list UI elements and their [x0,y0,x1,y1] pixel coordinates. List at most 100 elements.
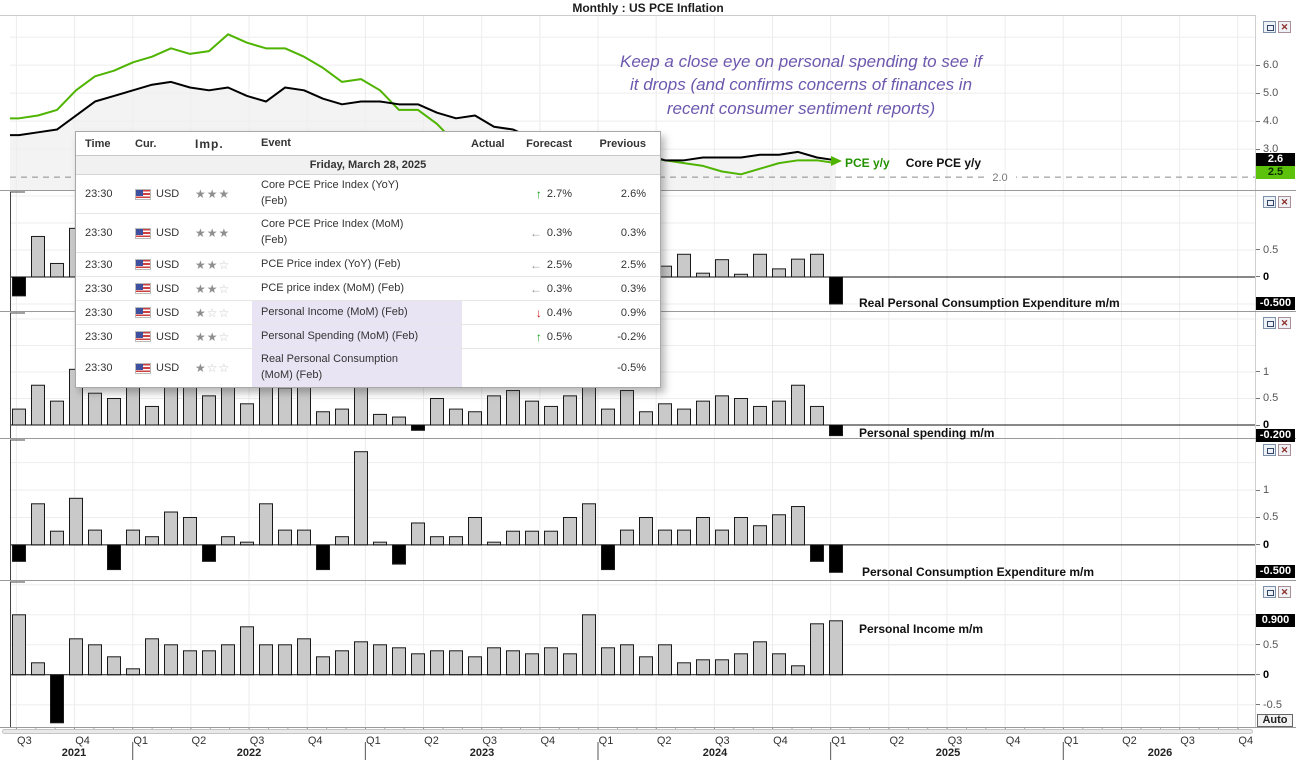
bar [658,529,672,546]
bar [373,644,387,676]
bar [50,674,64,724]
calendar-row[interactable]: 23:30 USD ★★☆ PCE price index (MoM) (Feb) ← 0… [76,277,660,301]
pane-close-button[interactable]: ✕ [1278,444,1291,456]
pane-minimize-button[interactable] [1263,317,1276,329]
bar [810,544,824,562]
quarter-label[interactable]: Q2 [656,735,672,747]
bar [696,659,710,676]
pane-minimize-button[interactable] [1263,196,1276,208]
quarter-label[interactable]: Q2 [424,735,439,747]
year-label[interactable]: 2021 [61,747,87,759]
legend-core-pce-yy[interactable]: Core PCE y/y [905,156,982,170]
year-label[interactable]: 2025 [935,747,961,759]
bar [772,514,786,546]
quarter-label[interactable]: Q3 [714,735,730,747]
y-axis-tick: 1 [1256,484,1294,496]
bar [297,638,311,676]
forecast-value: ↑ 2.7% [502,188,582,200]
bar [12,544,26,562]
horizontal-scrollbar[interactable] [2,729,1253,734]
y-axis-tick: 0.5 [1256,639,1294,651]
year-label[interactable]: 2026 [1147,747,1173,759]
bar [12,408,26,426]
bar [563,653,577,676]
quarter-label[interactable]: Q4 [540,735,556,747]
pane-minimize-button[interactable] [1263,586,1276,598]
bar [107,544,121,571]
calendar-row[interactable]: 23:30 USD ★★★ Core PCE Price Index (MoM) (F… [76,214,660,253]
quarter-label[interactable]: Q4 [1005,735,1021,747]
pane-label-personal-income-mm: Personal Income m/m [859,622,984,636]
pane-minimize-button[interactable] [1263,444,1276,456]
event-time: 23:30 [85,227,113,239]
quarter-label[interactable]: Q4 [1238,735,1254,747]
quarter-label[interactable]: Q4 [307,735,323,747]
year-label[interactable]: 2023 [469,747,495,759]
year-label[interactable]: 2024 [702,747,728,759]
calendar-row[interactable]: 23:30 USD ★★★ Core PCE Price Index (YoY) (F… [76,175,660,214]
annotation-note[interactable]: Keep a close eye on personal spending to… [565,50,1037,120]
y-axis-tick: 0.5 [1256,392,1294,404]
us-flag-icon [135,283,151,294]
calendar-row[interactable]: 23:30 USD ★☆☆ Personal Income (MoM) (Feb) ↓ 0… [76,301,660,325]
pane-close-button[interactable]: ✕ [1278,317,1291,329]
forecast-value: ↓ 0.4% [502,307,582,319]
bar [31,503,45,546]
quarter-label[interactable]: Q2 [1122,735,1137,747]
event-time: 23:30 [85,330,113,343]
pane-close-button[interactable]: ✕ [1278,586,1291,598]
quarter-label[interactable]: Q1 [1063,735,1079,747]
forecast-value: ← 0.3% [502,227,582,239]
quarter-label[interactable]: Q3 [249,735,265,747]
econ-calendar-popup[interactable]: Time Cur. Imp. Event Actual Forecast Pre… [75,131,661,388]
y-axis-tick: 0 [1256,271,1294,283]
forecast-number: 2.7% [546,188,572,200]
y-axis-tick: 3.0 [1256,143,1294,155]
quarter-label[interactable]: Q1 [598,735,614,747]
pane-close-button[interactable]: ✕ [1278,196,1291,208]
calendar-row[interactable]: 23:30 USD ★★☆ Personal Spending (MoM) (Feb)… [76,325,660,349]
quarter-label[interactable]: Q4 [773,735,788,747]
quarter-label[interactable]: Q4 [75,735,90,747]
pane-close-button[interactable]: ✕ [1278,21,1291,33]
bar [202,544,216,562]
quarter-label[interactable]: Q2 [889,735,905,747]
price-badge: -0.200 [1256,428,1295,442]
calendar-date-header: Friday, March 28, 2025 [76,156,660,175]
bar [563,516,577,546]
quarter-label[interactable]: Q2 [191,735,207,747]
bar [449,408,463,426]
bar [487,647,501,676]
bar [392,647,406,676]
bar [715,529,729,546]
bar [791,384,805,426]
calendar-row[interactable]: 23:30 USD ★☆☆ Real Personal Consumption (Mo… [76,349,660,387]
bar [734,516,748,546]
quarter-label[interactable]: Q3 [1180,735,1195,747]
bar [525,530,539,546]
calendar-row[interactable]: 23:30 USD ★★☆ PCE Price index (YoY) (Feb) ← 2… [76,253,660,277]
bar [582,503,596,546]
quarter-label[interactable]: Q1 [831,735,846,747]
forecast-number: 0.3% [546,227,572,239]
quarter-label[interactable]: Q3 [947,735,963,747]
bar [677,529,691,546]
bar [88,392,102,426]
event-currency: USD [126,259,186,271]
quarter-label[interactable]: Q3 [17,735,32,747]
quarter-label[interactable]: Q1 [133,735,149,747]
event-name: Core PCE Price Index (MoM) (Feb) [261,218,404,246]
tick-mark [1256,120,1260,122]
importance-stars: ★★☆ [186,330,252,344]
bar [468,516,482,546]
minimize-icon [1267,321,1274,327]
year-label[interactable]: 2022 [236,747,262,759]
pane-minimize-button[interactable] [1263,21,1276,33]
quarter-label[interactable]: Q1 [366,735,381,747]
y-axis-tick: 5.0 [1256,87,1294,99]
quarter-label[interactable]: Q3 [482,735,498,747]
legend-pce-yy[interactable]: PCE y/y [845,156,890,170]
auto-scale-button[interactable]: Auto [1257,714,1293,727]
bar [506,650,520,676]
calendar-col-importance: Imp. [195,136,224,151]
